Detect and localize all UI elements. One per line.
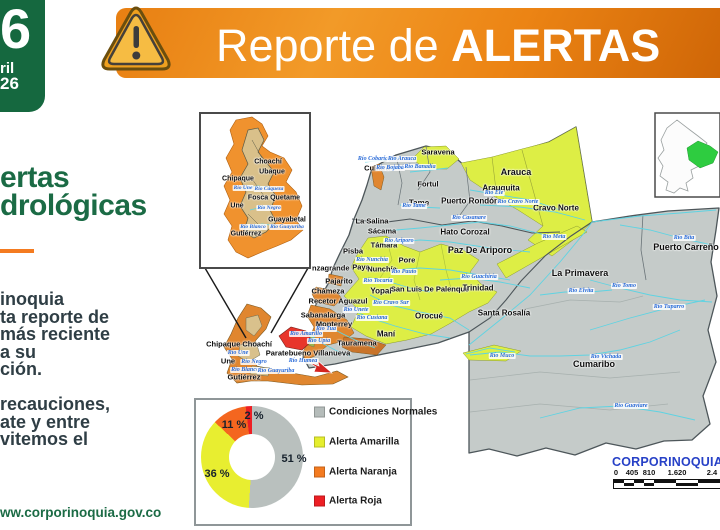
warning-triangle-icon [98,4,174,81]
orinoquia-highlight [686,140,719,169]
legend-label: Alerta Amarilla [329,436,400,448]
sidebar-paragraph-1: inoquia ta reporte de más reciente a su ción… [0,289,111,380]
website-url: ww.corporinoquia.gov.co [0,505,162,520]
corporinoquia-brand: CORPORINOQUIA [612,455,720,469]
legend-label: Alerta Naranja [329,466,397,478]
header-banner: Reporte de ALERTAS [101,6,720,78]
paragraph-line: ta reporte de [0,306,110,327]
paragraph-line: ate y entre [0,411,91,432]
colombia-inset [654,112,720,198]
paragraph-line: a su [0,341,37,362]
paragraph-line: ción. [0,359,43,380]
alert-chart-box: 51 % 36 % 11 % 2 % Condiciones Normales Ale… [194,398,437,526]
cundinamarca-inset [199,112,311,269]
sidebar-heading: ertas drológicas [0,161,147,222]
percent-label: 11 % [221,419,247,431]
legend-label: Alerta Roja [329,495,382,507]
title-bold: ALERTAS [451,20,661,71]
legend-item: Condiciones Normales [314,406,438,418]
paragraph-line: más reciente [0,324,111,345]
percent-label: 36 % [204,468,230,480]
map-alert-naranja-regions [302,163,387,361]
legend-swatch [314,495,325,507]
donut-chart [201,406,303,508]
date-badge: 6 ril 26 [0,0,45,112]
inset-leader-lines [204,267,309,339]
title-regular: Reporte de [216,20,452,71]
legend-label: Condiciones Normales [329,406,438,418]
orange-divider [0,249,34,253]
percent-label: 51 % [281,453,307,465]
sidebar-paragraph-2: recauciones, ate y entre vitemos el [0,394,111,450]
scale-bar [613,479,720,489]
sidebar-heading-line: ertas [0,161,70,194]
paragraph-line: inoquia [0,289,64,309]
legend-swatch [314,436,325,448]
paragraph-line: recauciones, [0,394,111,414]
legend-item: Alerta Naranja [314,466,397,478]
legend-item: Alerta Roja [314,495,382,507]
legend-swatch [314,466,325,478]
legend-swatch [314,406,325,418]
legend-item: Alerta Amarilla [314,436,400,448]
date-day: 6 [0,0,32,60]
date-month: ril [0,60,15,77]
sidebar-heading-line: drológicas [0,189,147,222]
donut-hole [229,434,275,480]
page-title: Reporte de ALERTAS [216,20,660,72]
paragraph-line: vitemos el [0,429,89,450]
date-year: 26 [0,74,19,93]
percent-label: 2 % [244,410,264,422]
red-alert-arrow-icon [306,358,334,374]
